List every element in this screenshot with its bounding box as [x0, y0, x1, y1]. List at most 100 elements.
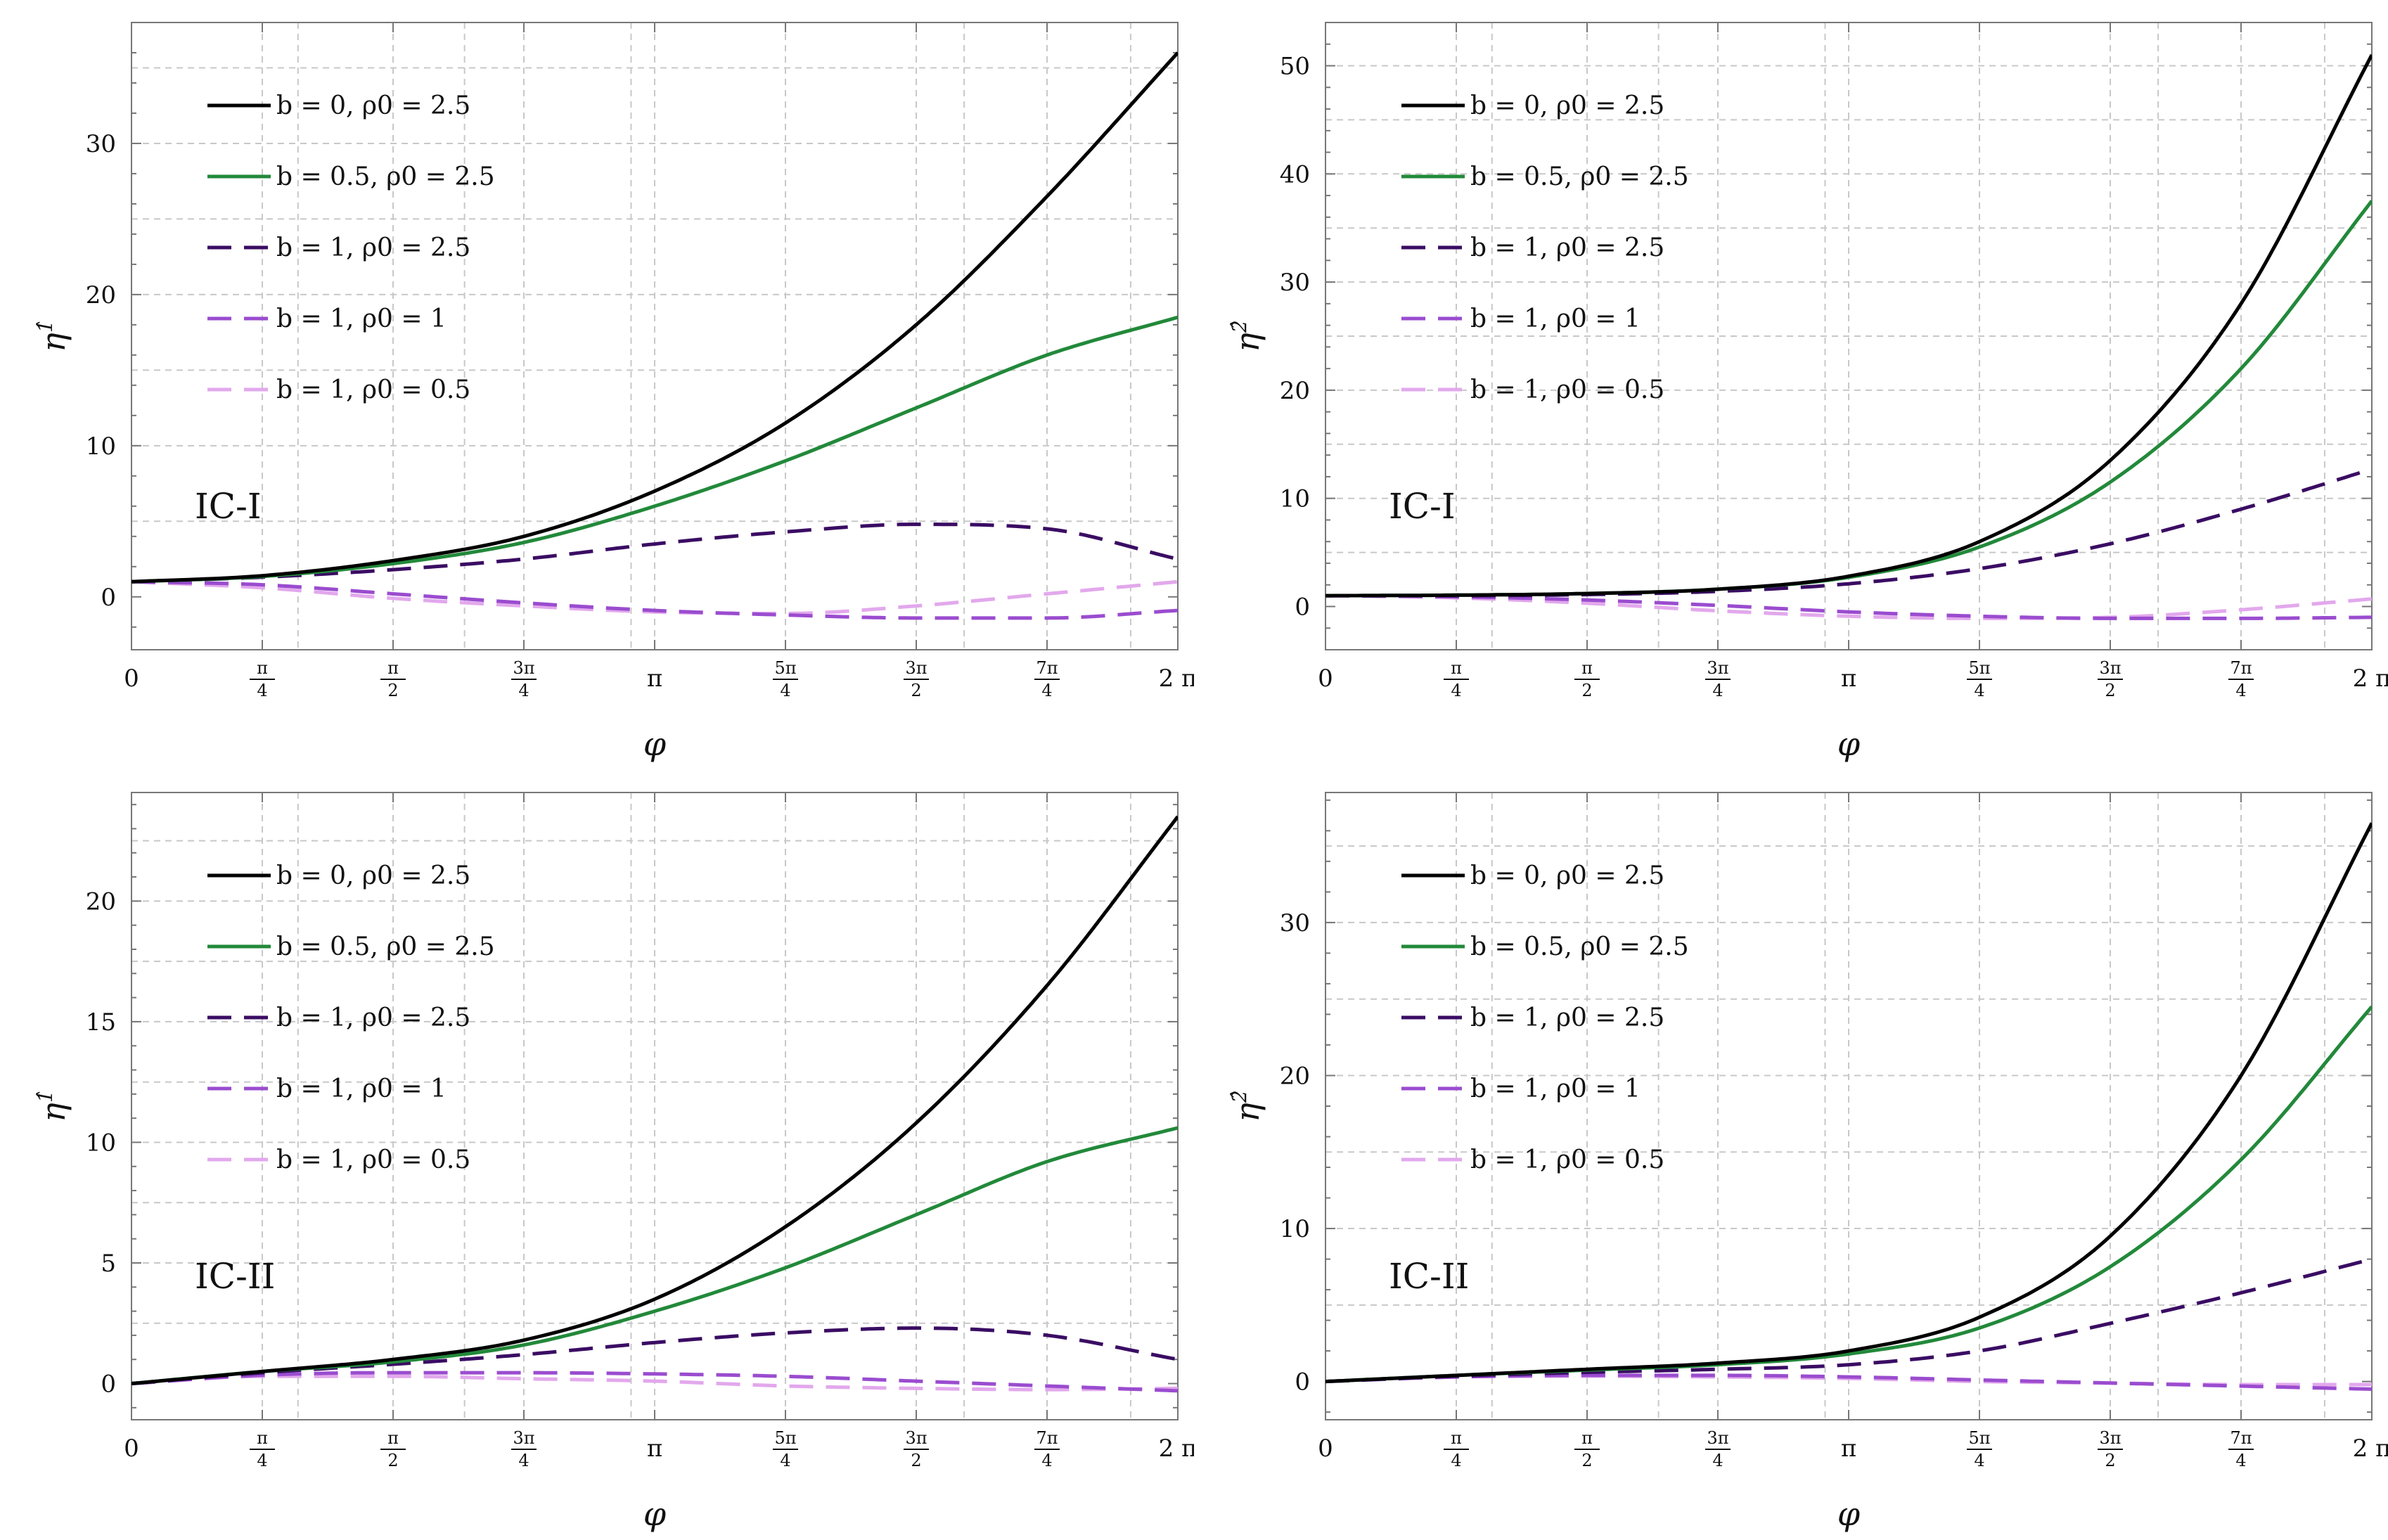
y-tick-label: 0 — [101, 584, 116, 612]
legend-label-4: b = 1, ρ0 = 0.5 — [276, 1146, 470, 1174]
y-axis-title: η1̂ — [34, 1090, 72, 1122]
y-tick-label: 50 — [1280, 53, 1310, 81]
legend-label-4: b = 1, ρ0 = 0.5 — [276, 376, 470, 404]
y-tick-label: 40 — [1280, 160, 1310, 188]
x-tick-label: 2 π — [1159, 665, 1194, 693]
x-tick-label-denominator: 2 — [911, 1451, 921, 1470]
series-line-0 — [131, 51, 1178, 584]
x-tick-label-denominator: 4 — [1041, 1451, 1052, 1470]
legend-label-3: b = 1, ρ0 = 1 — [276, 304, 447, 333]
chart-top-left: 0 10 20 30 0 π 4 π 2 3π 4 π 5π 4 3π 2 7π 4 2 π φ η1̂ b = 0, ρ… — [34, 22, 1194, 763]
y-tick-label: 10 — [1280, 485, 1310, 513]
x-tick-label-denominator: 2 — [2105, 681, 2115, 700]
series-line-3 — [1325, 1373, 2372, 1391]
legend-label-1: b = 0.5, ρ0 = 2.5 — [1470, 932, 1689, 961]
series-line-4 — [131, 1374, 1178, 1392]
series-line-0 — [131, 815, 1178, 1385]
x-tick-label-numerator: 3π — [513, 1428, 534, 1448]
y-axis-title-symbol: η — [34, 1103, 72, 1122]
x-tick-label-denominator: 2 — [387, 681, 398, 700]
x-axis-title: φ — [643, 1495, 667, 1533]
x-tick-label-numerator: 5π — [774, 658, 796, 678]
legend-label-0: b = 0, ρ0 = 2.5 — [1470, 91, 1664, 120]
y-tick-label: 20 — [86, 887, 116, 916]
x-tick-label-numerator: 5π — [1968, 1428, 1990, 1448]
legend-label-1: b = 0.5, ρ0 = 2.5 — [1470, 162, 1689, 191]
x-tick-label: 2 π — [1159, 1435, 1194, 1463]
legend-label-0: b = 0, ρ0 = 2.5 — [1470, 861, 1664, 890]
x-tick-label-denominator: 4 — [2235, 1451, 2246, 1470]
legend-label-1: b = 0.5, ρ0 = 2.5 — [276, 162, 495, 191]
x-tick-label-denominator: 2 — [911, 681, 921, 700]
x-tick-label-numerator: 5π — [774, 1428, 796, 1448]
legend-label-2: b = 1, ρ0 = 2.5 — [276, 1003, 470, 1032]
y-axis-title-superscript: 1̂ — [34, 320, 57, 333]
x-tick-label-denominator: 2 — [387, 1451, 398, 1470]
x-tick-label-numerator: π — [1451, 1428, 1462, 1448]
y-axis-title-superscript: 2̂ — [1228, 1090, 1251, 1103]
x-tick-label-numerator: 3π — [2099, 658, 2121, 678]
y-axis-title: η1̂ — [34, 320, 72, 352]
legend-label-4: b = 1, ρ0 = 0.5 — [1470, 376, 1664, 404]
y-axis-title-superscript: 1̂ — [34, 1090, 57, 1103]
ic-annotation: IC-II — [1389, 1256, 1469, 1297]
x-tick-label-numerator: 3π — [1707, 1428, 1728, 1448]
ic-annotation: IC-II — [195, 1256, 275, 1297]
x-tick-label-numerator: π — [387, 1428, 399, 1448]
series-line-0 — [1325, 53, 2372, 598]
y-tick-label: 0 — [101, 1371, 116, 1399]
x-tick-label: π — [647, 665, 662, 693]
legend-label-3: b = 1, ρ0 = 1 — [1470, 304, 1641, 333]
legend-label-3: b = 1, ρ0 = 1 — [1470, 1074, 1641, 1103]
x-tick-label-numerator: 7π — [1036, 658, 1058, 678]
series-line-3 — [131, 1371, 1178, 1393]
y-tick-label: 5 — [101, 1250, 116, 1278]
y-axis-title: η2̂ — [1228, 1090, 1266, 1122]
y-tick-label: 20 — [1280, 377, 1310, 405]
legend-label-2: b = 1, ρ0 = 2.5 — [276, 233, 470, 262]
x-tick-label-denominator: 4 — [518, 1451, 529, 1470]
y-tick-label: 30 — [1280, 269, 1310, 297]
x-tick-label-denominator: 4 — [257, 681, 267, 700]
x-tick-label-denominator: 4 — [2235, 681, 2246, 700]
y-axis-title: η2̂ — [1228, 320, 1266, 352]
x-tick-label-numerator: π — [387, 658, 399, 678]
x-axis-title: φ — [1837, 725, 1861, 763]
x-tick-label-denominator: 4 — [1712, 1451, 1723, 1470]
x-tick-label-numerator: 7π — [2230, 1428, 2252, 1448]
x-tick-label-denominator: 4 — [1974, 681, 1984, 700]
series-line-3 — [131, 579, 1178, 620]
x-tick-label-denominator: 2 — [2105, 1451, 2115, 1470]
x-tick-label-denominator: 4 — [1451, 1451, 1461, 1470]
x-tick-label-numerator: π — [1581, 658, 1593, 678]
x-tick-label: π — [1841, 665, 1856, 693]
y-axis-title-symbol: η — [1228, 1103, 1266, 1122]
chart-bottom-left: 0 5 10 15 20 0 π 4 π 2 3π 4 π 5π 4 3π 2 7π 4 2 π φ η1̂ b = 0, … — [34, 792, 1194, 1533]
x-tick-label: π — [1841, 1435, 1856, 1463]
series-line-2 — [131, 1326, 1178, 1385]
y-tick-label: 15 — [86, 1008, 116, 1037]
x-tick-label-numerator: 3π — [2099, 1428, 2121, 1448]
x-tick-label-numerator: π — [1581, 1428, 1593, 1448]
ic-annotation: IC-I — [195, 486, 262, 527]
x-tick-label: 2 π — [2353, 1435, 2388, 1463]
x-tick-label-numerator: 5π — [1968, 658, 1990, 678]
series-line-4 — [1325, 593, 2372, 620]
x-tick-label-denominator: 2 — [1581, 1451, 1592, 1470]
x-tick-label: 0 — [124, 665, 139, 693]
y-tick-label: 20 — [86, 281, 116, 309]
y-tick-label: 30 — [86, 130, 116, 158]
series-line-2 — [1325, 1257, 2372, 1384]
x-tick-label-numerator: 3π — [905, 1428, 927, 1448]
x-tick-label-numerator: 7π — [1036, 1428, 1058, 1448]
series-line-2 — [1325, 467, 2372, 598]
series-line-2 — [131, 522, 1178, 584]
y-tick-label: 30 — [1280, 909, 1310, 937]
x-tick-label: π — [647, 1435, 662, 1463]
x-tick-label: 2 π — [2353, 665, 2388, 693]
x-tick-label-denominator: 4 — [780, 1451, 790, 1470]
x-tick-label-denominator: 4 — [518, 681, 529, 700]
series-line-0 — [1325, 822, 2372, 1384]
y-tick-label: 10 — [1280, 1215, 1310, 1243]
x-tick-label-numerator: 3π — [1707, 658, 1728, 678]
